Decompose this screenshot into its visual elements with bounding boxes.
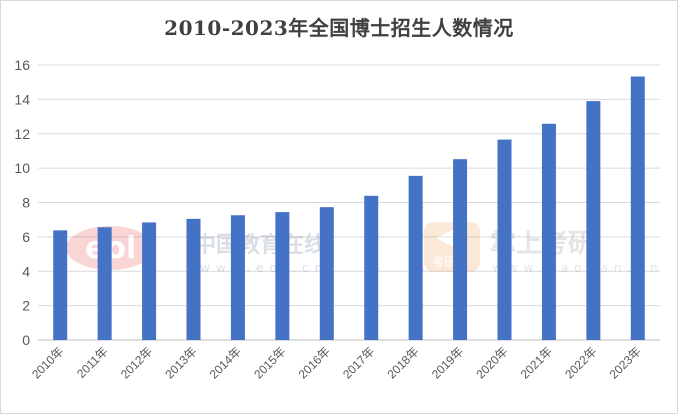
x-tick-label: 2014年 <box>207 344 244 381</box>
bar <box>186 218 201 340</box>
x-tick-label: 2011年 <box>74 344 111 381</box>
x-tick-label: 2021年 <box>518 344 555 381</box>
bar <box>630 76 645 340</box>
y-tick-label: 12 <box>14 126 30 142</box>
y-tick-label: 0 <box>22 332 30 348</box>
bar <box>97 227 112 340</box>
bar <box>497 139 512 340</box>
x-tick-label: 2019年 <box>429 344 466 381</box>
x-tick-label: 2015年 <box>251 344 288 381</box>
y-tick-label: 14 <box>14 91 30 107</box>
y-axis-ticks: 0 2 4 6 8 10 12 14 16 <box>14 57 30 348</box>
bar <box>453 159 468 340</box>
bar <box>586 101 601 340</box>
kaoyan-url-text: www.kaoyan.cn <box>492 261 664 275</box>
gridlines <box>38 64 660 341</box>
bar <box>319 207 334 340</box>
x-tick-label: 2023年 <box>607 344 644 381</box>
chart-title: 2010-2023年全国博士招生人数情况 <box>164 16 514 40</box>
y-tick-label: 2 <box>22 298 30 314</box>
x-tick-label: 2022年 <box>562 344 599 381</box>
eol-brand-text: 中国教育在线 <box>194 232 326 258</box>
x-tick-label: 2012年 <box>118 344 155 381</box>
x-tick-label: 2017年 <box>340 344 377 381</box>
bar <box>230 215 245 340</box>
x-tick-label: 2020年 <box>473 344 510 381</box>
bars <box>53 76 645 340</box>
y-tick-label: 6 <box>22 229 30 245</box>
x-tick-label: 2013年 <box>162 344 199 381</box>
y-tick-label: 8 <box>22 195 30 211</box>
eol-url-text: www.eol.cn <box>200 261 328 275</box>
bar <box>408 175 423 340</box>
bar <box>541 123 556 340</box>
x-tick-label: 2010年 <box>29 344 66 381</box>
x-tick-label: 2018年 <box>384 344 421 381</box>
y-tick-label: 10 <box>14 160 30 176</box>
y-tick-label: 16 <box>14 57 30 73</box>
bar <box>142 222 157 340</box>
kaoyan-logo-sub: 考研 <box>432 255 456 269</box>
y-tick-label: 4 <box>22 263 30 279</box>
x-axis-ticks: 2010年 2011年 2012年 2013年 2014年 2015年 2016年 2017年… <box>29 344 644 381</box>
bar <box>364 195 379 340</box>
bar <box>275 212 290 340</box>
x-tick-label: 2016年 <box>296 344 333 381</box>
bar <box>53 230 68 340</box>
